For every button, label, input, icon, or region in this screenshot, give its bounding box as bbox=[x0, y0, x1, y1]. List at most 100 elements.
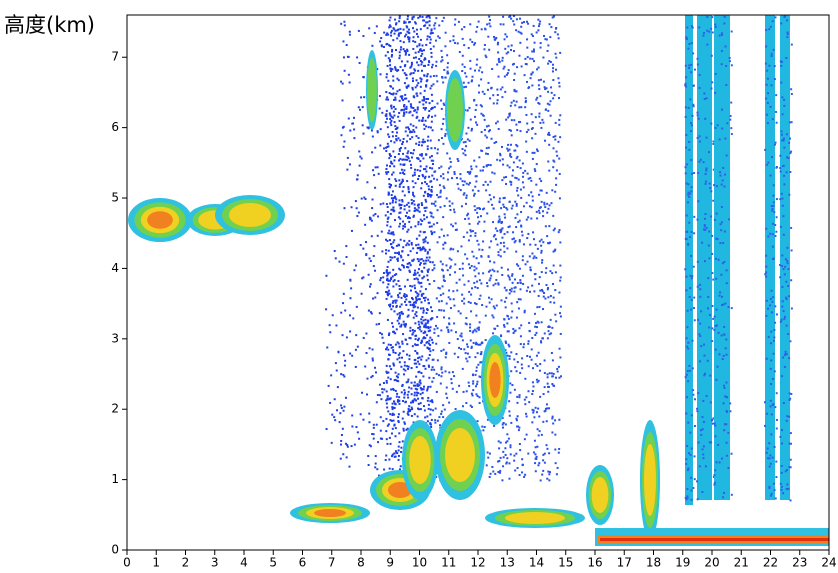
echo-dot bbox=[429, 326, 432, 329]
echo-dot bbox=[531, 199, 534, 202]
echo-dot bbox=[410, 387, 413, 390]
echo-dot bbox=[537, 25, 540, 28]
echo-dot bbox=[688, 141, 691, 144]
echo-dot bbox=[408, 386, 411, 389]
echo-dot bbox=[529, 269, 532, 272]
echo-dot bbox=[386, 220, 389, 223]
echo-dot bbox=[537, 464, 540, 467]
y-axis-label: 高度(km) bbox=[4, 13, 95, 37]
echo-dot bbox=[394, 251, 397, 254]
echo-dot bbox=[424, 367, 427, 370]
echo-dot bbox=[399, 65, 402, 68]
echo-dot bbox=[407, 187, 410, 190]
echo-dot bbox=[414, 56, 417, 59]
echo-dot bbox=[555, 473, 558, 476]
echo-dot bbox=[468, 181, 471, 184]
echo-dot bbox=[456, 183, 459, 186]
echo-dot bbox=[541, 261, 544, 264]
echo-dot bbox=[505, 351, 508, 354]
echo-dot bbox=[519, 17, 522, 20]
echo-dot bbox=[425, 341, 428, 344]
echo-dot bbox=[397, 416, 400, 419]
echo-dot bbox=[693, 232, 696, 235]
echo-dot bbox=[385, 269, 388, 272]
echo-dot bbox=[403, 396, 406, 399]
echo-dot bbox=[498, 471, 501, 474]
echo-dot bbox=[527, 22, 530, 25]
echo-dot bbox=[774, 497, 777, 500]
echo-dot bbox=[536, 306, 539, 309]
echo-dot bbox=[526, 56, 529, 59]
echo-dot bbox=[525, 289, 528, 292]
echo-dot bbox=[394, 301, 397, 304]
echo-dot bbox=[713, 483, 716, 486]
echo-dot bbox=[502, 456, 505, 459]
echo-dot bbox=[515, 226, 518, 229]
echo-dot bbox=[417, 402, 420, 405]
echo-dot bbox=[444, 356, 447, 359]
echo-dot bbox=[337, 351, 340, 354]
echo-dot bbox=[423, 262, 426, 265]
echo-dot bbox=[474, 275, 477, 278]
echo-dot bbox=[527, 194, 530, 197]
echo-dot bbox=[407, 413, 410, 416]
echo-dot bbox=[780, 375, 783, 378]
echo-dot bbox=[782, 268, 785, 271]
echo-dot bbox=[487, 270, 490, 273]
echo-dot bbox=[399, 163, 402, 166]
echo-dot bbox=[350, 287, 353, 290]
echo-dot bbox=[502, 163, 505, 166]
echo-dot bbox=[424, 175, 427, 178]
echo-dot bbox=[412, 15, 415, 18]
echo-dot bbox=[507, 226, 510, 229]
echo-dot bbox=[512, 99, 515, 102]
echo-dot bbox=[479, 376, 482, 379]
echo-dot bbox=[354, 348, 357, 351]
echo-dot bbox=[714, 424, 717, 427]
echo-dot bbox=[429, 336, 432, 339]
echo-dot bbox=[397, 216, 400, 219]
echo-dot bbox=[535, 455, 538, 458]
echo-dot bbox=[398, 432, 401, 435]
echo-dot bbox=[530, 217, 533, 220]
echo-dot bbox=[496, 93, 499, 96]
echo-dot bbox=[540, 340, 543, 343]
echo-dot bbox=[452, 290, 455, 293]
echo-dot bbox=[370, 129, 373, 132]
echo-dot bbox=[510, 155, 513, 158]
echo-dot bbox=[385, 252, 388, 255]
echo-dot bbox=[463, 348, 466, 351]
echo-dot bbox=[412, 247, 415, 250]
echo-dot bbox=[725, 441, 728, 444]
echo-dot bbox=[690, 42, 693, 45]
echo-dot bbox=[512, 327, 515, 330]
echo-dot bbox=[454, 42, 457, 45]
echo-dot bbox=[728, 60, 731, 63]
echo-dot bbox=[488, 452, 491, 455]
echo-dot bbox=[388, 112, 391, 115]
echo-dot bbox=[403, 111, 406, 114]
echo-dot bbox=[386, 146, 389, 149]
echo-dot bbox=[379, 279, 382, 282]
echo-dot bbox=[354, 264, 357, 267]
echo-dot bbox=[453, 23, 456, 26]
echo-dot bbox=[385, 381, 388, 384]
echo-dot bbox=[765, 299, 768, 302]
echo-dot bbox=[340, 434, 343, 437]
echo-dot bbox=[390, 368, 393, 371]
echo-dot bbox=[430, 51, 433, 54]
echo-dot bbox=[438, 184, 441, 187]
echo-dot bbox=[449, 265, 452, 268]
echo-dot bbox=[398, 267, 401, 270]
echo-dot bbox=[374, 213, 377, 216]
echo-dot bbox=[771, 233, 774, 236]
echo-dot bbox=[785, 171, 788, 174]
echo-dot bbox=[483, 425, 486, 428]
echo-dot bbox=[485, 305, 488, 308]
echo-dot bbox=[372, 297, 375, 300]
echo-dot bbox=[422, 319, 425, 322]
echo-dot bbox=[497, 254, 500, 257]
echo-dot bbox=[404, 21, 407, 24]
echo-dot bbox=[376, 131, 379, 134]
echo-dot bbox=[511, 310, 514, 313]
